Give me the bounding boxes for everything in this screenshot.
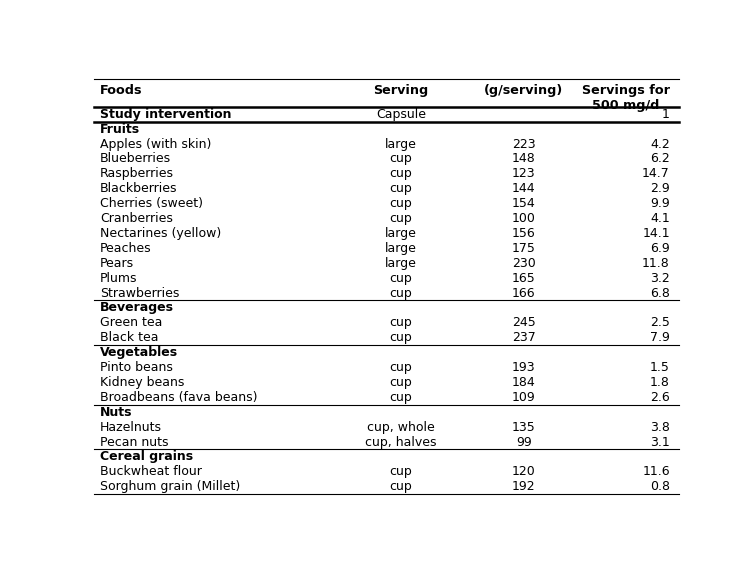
Text: Kidney beans: Kidney beans — [100, 376, 185, 389]
Text: cup: cup — [390, 391, 412, 404]
Text: 14.1: 14.1 — [642, 227, 670, 240]
Text: cup: cup — [390, 376, 412, 389]
Text: Vegetables: Vegetables — [100, 346, 178, 359]
Text: Nectarines (yellow): Nectarines (yellow) — [100, 227, 222, 240]
Text: 4.2: 4.2 — [650, 138, 670, 151]
Text: 144: 144 — [512, 182, 535, 195]
Text: 11.6: 11.6 — [642, 465, 670, 479]
Text: cup: cup — [390, 167, 412, 180]
Text: 3.2: 3.2 — [650, 271, 670, 284]
Text: 193: 193 — [512, 361, 535, 374]
Text: 7.9: 7.9 — [650, 331, 670, 344]
Text: 2.9: 2.9 — [650, 182, 670, 195]
Text: Blackberries: Blackberries — [100, 182, 178, 195]
Text: 245: 245 — [512, 316, 535, 329]
Text: 135: 135 — [512, 420, 535, 434]
Text: Pears: Pears — [100, 257, 134, 270]
Text: 165: 165 — [512, 271, 535, 284]
Text: 237: 237 — [512, 331, 535, 344]
Text: cup: cup — [390, 316, 412, 329]
Text: Plums: Plums — [100, 271, 137, 284]
Text: 1: 1 — [662, 108, 670, 121]
Text: 6.8: 6.8 — [650, 287, 670, 299]
Text: cup: cup — [390, 465, 412, 479]
Text: large: large — [385, 257, 417, 270]
Text: cup: cup — [390, 331, 412, 344]
Text: Black tea: Black tea — [100, 331, 158, 344]
Text: (g/serving): (g/serving) — [484, 84, 563, 97]
Text: Cranberries: Cranberries — [100, 212, 173, 225]
Text: Foods: Foods — [100, 84, 143, 97]
Text: 148: 148 — [512, 152, 535, 166]
Text: Capsule: Capsule — [376, 108, 426, 121]
Text: 4.1: 4.1 — [650, 212, 670, 225]
Text: Broadbeans (fava beans): Broadbeans (fava beans) — [100, 391, 258, 404]
Text: 0.8: 0.8 — [650, 480, 670, 493]
Text: 230: 230 — [512, 257, 535, 270]
Text: Cherries (sweet): Cherries (sweet) — [100, 197, 203, 210]
Text: 6.2: 6.2 — [650, 152, 670, 166]
Text: cup: cup — [390, 361, 412, 374]
Text: Hazelnuts: Hazelnuts — [100, 420, 162, 434]
Text: cup: cup — [390, 182, 412, 195]
Text: Study intervention: Study intervention — [100, 108, 231, 121]
Text: 184: 184 — [512, 376, 535, 389]
Text: 9.9: 9.9 — [650, 197, 670, 210]
Text: cup, whole: cup, whole — [367, 420, 435, 434]
Text: Serving: Serving — [373, 84, 429, 97]
Text: Servings for
500 mg/d: Servings for 500 mg/d — [582, 84, 670, 112]
Text: 109: 109 — [512, 391, 535, 404]
Text: cup: cup — [390, 287, 412, 299]
Text: 120: 120 — [512, 465, 535, 479]
Text: 166: 166 — [512, 287, 535, 299]
Text: 154: 154 — [512, 197, 535, 210]
Text: 1.5: 1.5 — [650, 361, 670, 374]
Text: 11.8: 11.8 — [642, 257, 670, 270]
Text: 123: 123 — [512, 167, 535, 180]
Text: Blueberries: Blueberries — [100, 152, 171, 166]
Text: cup, halves: cup, halves — [365, 435, 437, 448]
Text: large: large — [385, 227, 417, 240]
Text: 100: 100 — [512, 212, 535, 225]
Text: Beverages: Beverages — [100, 302, 174, 315]
Text: 223: 223 — [512, 138, 535, 151]
Text: large: large — [385, 242, 417, 255]
Text: Peaches: Peaches — [100, 242, 152, 255]
Text: 2.5: 2.5 — [650, 316, 670, 329]
Text: 1.8: 1.8 — [650, 376, 670, 389]
Text: 14.7: 14.7 — [642, 167, 670, 180]
Text: Cereal grains: Cereal grains — [100, 451, 193, 463]
Text: 3.1: 3.1 — [650, 435, 670, 448]
Text: cup: cup — [390, 271, 412, 284]
Text: cup: cup — [390, 480, 412, 493]
Text: 3.8: 3.8 — [650, 420, 670, 434]
Text: 192: 192 — [512, 480, 535, 493]
Text: Nuts: Nuts — [100, 406, 133, 419]
Text: Buckwheat flour: Buckwheat flour — [100, 465, 202, 479]
Text: Fruits: Fruits — [100, 123, 140, 135]
Text: cup: cup — [390, 212, 412, 225]
Text: 6.9: 6.9 — [650, 242, 670, 255]
Text: Pecan nuts: Pecan nuts — [100, 435, 169, 448]
Text: 99: 99 — [516, 435, 532, 448]
Text: Raspberries: Raspberries — [100, 167, 174, 180]
Text: 2.6: 2.6 — [650, 391, 670, 404]
Text: large: large — [385, 138, 417, 151]
Text: 175: 175 — [512, 242, 535, 255]
Text: Strawberries: Strawberries — [100, 287, 179, 299]
Text: cup: cup — [390, 197, 412, 210]
Text: Apples (with skin): Apples (with skin) — [100, 138, 211, 151]
Text: 156: 156 — [512, 227, 535, 240]
Text: cup: cup — [390, 152, 412, 166]
Text: Sorghum grain (Millet): Sorghum grain (Millet) — [100, 480, 241, 493]
Text: Pinto beans: Pinto beans — [100, 361, 173, 374]
Text: Green tea: Green tea — [100, 316, 162, 329]
